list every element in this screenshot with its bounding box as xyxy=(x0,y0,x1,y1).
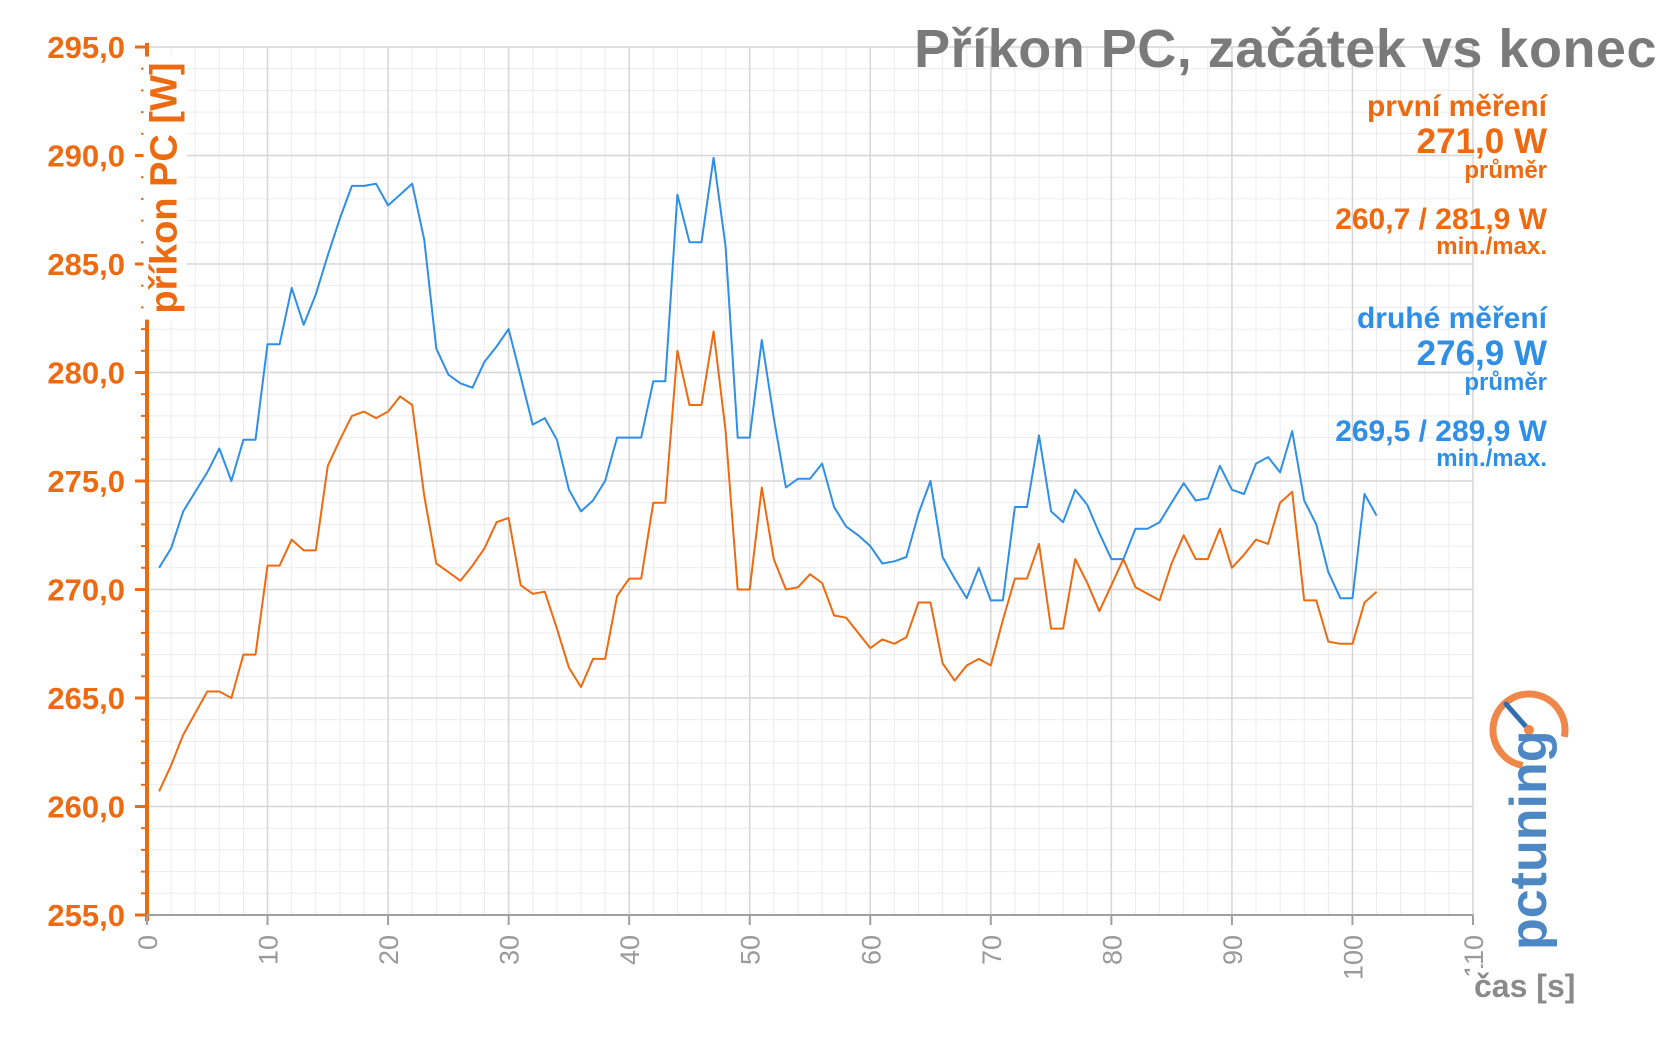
y-axis-label: příkon PC [W] xyxy=(143,56,187,320)
x-axis-label: čas [s] xyxy=(1470,968,1580,1005)
legend-second-avg-label: průměr xyxy=(1464,369,1547,396)
series-line-1 xyxy=(158,330,1378,792)
legend-second-name: druhé měření xyxy=(1356,302,1547,335)
y-tick-label: 280,0 xyxy=(47,356,125,391)
series-line-2 xyxy=(158,156,1378,602)
y-tick-label: 290,0 xyxy=(47,139,125,174)
y-tick-label: 270,0 xyxy=(47,573,125,608)
x-tick-label: 80 xyxy=(1097,935,1127,965)
pctuning-logo: pctuning xyxy=(1489,690,1569,950)
legend-second: druhé měření 276,9 W průměr 269,5 / 289,… xyxy=(1335,304,1547,471)
y-tick-label: 275,0 xyxy=(47,464,125,499)
x-tick-label: 100 xyxy=(1338,935,1368,980)
chart-grid xyxy=(147,46,1474,915)
y-tick-label: 255,0 xyxy=(47,898,125,933)
x-tick-label: 90 xyxy=(1218,935,1248,965)
legend-first-minmax-value: 260,7 / 281,9 W xyxy=(1335,203,1547,236)
x-tick-label: 20 xyxy=(374,935,404,965)
y-tick-label: 265,0 xyxy=(47,681,125,716)
y-tick-label: 295,0 xyxy=(47,30,125,65)
legend-first-name: první měření xyxy=(1366,90,1547,123)
chart-axes xyxy=(135,43,1474,925)
legend-second-minmax-label: min./max. xyxy=(1436,445,1547,472)
legend-second-avg-value: 276,9 W xyxy=(1416,334,1547,373)
x-tick-label: 70 xyxy=(977,935,1007,965)
gauge-needle-icon xyxy=(1503,701,1532,733)
gauge-icon xyxy=(1489,690,1569,770)
chart-tick-labels: 255,0 260,0 265,0 270,0 275,0 280,0 285,0 290,0… xyxy=(47,30,1489,980)
x-tick-label: 50 xyxy=(736,935,766,965)
x-tick-label: 0 xyxy=(133,935,163,950)
x-tick-label: 60 xyxy=(856,935,886,965)
gauge-hub-icon xyxy=(1524,725,1534,735)
chart-title: Příkon PC, začátek vs konec xyxy=(914,19,1657,79)
legend-first-avg-value: 271,0 W xyxy=(1416,122,1547,161)
legend-first-minmax-label: min./max. xyxy=(1436,233,1547,260)
y-tick-label: 260,0 xyxy=(47,790,125,825)
legend-first: první měření 271,0 W průměr 260,7 / 281,… xyxy=(1335,92,1547,259)
pctuning-logo-text: pctuning xyxy=(1500,730,1558,950)
legend-second-minmax-value: 269,5 / 289,9 W xyxy=(1335,415,1547,448)
legend-first-avg-label: průměr xyxy=(1464,157,1547,184)
x-tick-label: 10 xyxy=(254,935,284,965)
x-tick-label: 30 xyxy=(495,935,525,965)
x-tick-label: 40 xyxy=(615,935,645,965)
y-tick-label: 285,0 xyxy=(47,247,125,282)
chart-series xyxy=(158,156,1378,792)
